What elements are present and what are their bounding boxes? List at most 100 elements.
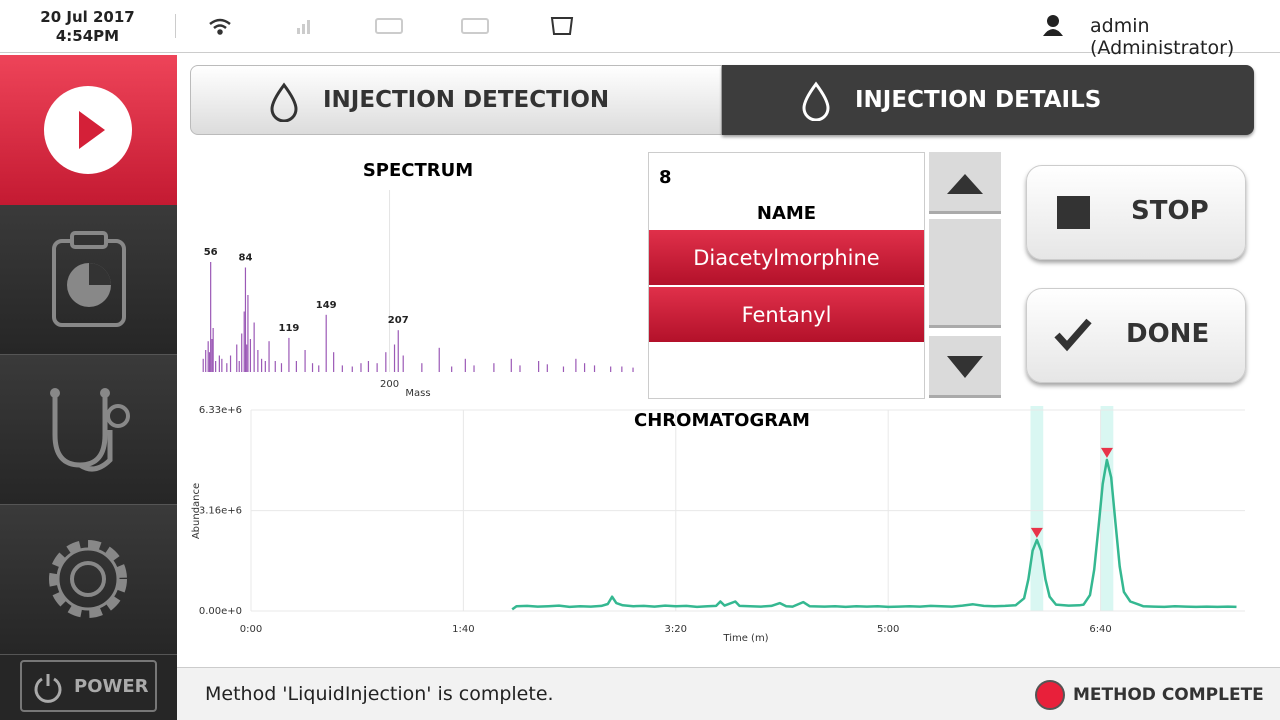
stop-icon xyxy=(1057,196,1090,229)
peak-label: 56 xyxy=(204,247,218,258)
spectrum-bar xyxy=(221,358,223,372)
spectrum-bar xyxy=(311,363,314,372)
signal-icon xyxy=(297,20,310,34)
date: 20 Jul 2017 xyxy=(40,8,135,26)
status-icons xyxy=(209,17,574,35)
peak-label: 119 xyxy=(278,323,299,334)
spectrum-bar xyxy=(593,365,596,372)
run-nav[interactable] xyxy=(0,55,177,205)
battery-icon xyxy=(375,18,403,34)
settings-nav[interactable] xyxy=(0,505,177,655)
tab-details[interactable]: INJECTION DETAILS xyxy=(722,65,1254,135)
spectrum-bar xyxy=(268,341,270,372)
spectrum-bar xyxy=(274,361,276,372)
check-icon xyxy=(1054,318,1092,352)
datetime: 20 Jul 2017 4:54PM xyxy=(30,8,145,46)
diagnostics-nav[interactable] xyxy=(0,355,177,505)
spectrum-bar xyxy=(249,339,252,372)
x-tick-label: 3:20 xyxy=(665,624,687,635)
power-button[interactable]: POWER xyxy=(20,660,157,712)
x-tick-label: 6:40 xyxy=(1089,624,1111,635)
drop-icon xyxy=(270,82,298,122)
spectrum-bar xyxy=(236,344,238,372)
done-label: DONE xyxy=(1126,319,1210,349)
spectrum-bar xyxy=(610,366,612,372)
spectrum-bar xyxy=(397,330,399,372)
spectrum-bar xyxy=(438,347,440,372)
spectrum-bar xyxy=(385,352,387,372)
spectrum-bar xyxy=(243,311,245,372)
table-row[interactable]: Diacetylmorphine xyxy=(649,230,924,285)
spectrum-bar xyxy=(229,355,232,372)
y-tick-label: 6.33e+6 xyxy=(199,405,242,416)
spectrum-bar xyxy=(493,363,495,372)
spectrum-bar xyxy=(421,363,423,372)
spectrum-bar xyxy=(333,352,335,372)
stop-label: STOP xyxy=(1131,196,1209,226)
y-tick-label: 0.00e+0 xyxy=(199,606,242,617)
stop-button[interactable]: STOP xyxy=(1026,165,1246,260)
spectrum-bar xyxy=(215,361,217,372)
scroll-up[interactable] xyxy=(929,152,1001,214)
chart-title: SPECTRUM xyxy=(363,160,473,181)
spectrum-bar xyxy=(210,262,212,372)
spectrum-bar xyxy=(207,341,209,372)
spectrum-bar xyxy=(546,364,548,372)
battery-icon xyxy=(461,18,489,34)
spectrum-bar xyxy=(246,344,248,372)
peak-marker xyxy=(1100,447,1113,458)
spectrum-bar xyxy=(318,365,320,372)
spectrum-bar xyxy=(241,333,243,372)
spectrum-bar xyxy=(538,361,540,372)
spectrum-bar xyxy=(583,363,586,372)
spectrum-bar xyxy=(519,365,521,372)
report-icon xyxy=(52,231,126,327)
spectrum-bar xyxy=(621,366,623,372)
user-name: admin (Administrator) xyxy=(1090,15,1235,59)
charts: SPECTRUM 200 Mass 56 84 119 149 207 0.00e+0 3.16e… xyxy=(191,160,1245,644)
table-row[interactable]: Fentanyl xyxy=(649,287,924,342)
spectrum-bar xyxy=(202,358,204,372)
spectrum-bar xyxy=(244,267,247,372)
spectrum-bar xyxy=(510,358,512,372)
x-tick-label: 1:40 xyxy=(452,624,474,635)
user-icon xyxy=(1043,15,1063,36)
spectrum-bar xyxy=(253,322,255,372)
play-icon xyxy=(44,86,132,174)
tab-label: INJECTION DETECTION xyxy=(323,87,610,113)
spectrum-bar xyxy=(295,361,297,372)
power-label: POWER xyxy=(74,675,149,697)
spectrum-bar xyxy=(257,350,259,372)
peak-marker xyxy=(1030,527,1043,538)
x-axis-label: Time (m) xyxy=(722,633,768,644)
peak-window xyxy=(1100,406,1114,611)
result-count: 8 xyxy=(659,167,672,188)
spectrum-bar xyxy=(288,337,290,372)
spectrum-bar xyxy=(451,366,453,372)
gear-icon xyxy=(49,540,127,618)
peak-label: 149 xyxy=(316,300,337,311)
scroll-track xyxy=(929,219,1001,328)
scroll-down[interactable] xyxy=(929,336,1001,398)
spectrum-bar xyxy=(260,358,263,372)
spectrum-bar xyxy=(464,358,466,372)
reports-nav[interactable] xyxy=(0,205,177,355)
spectrum-bar xyxy=(393,344,396,372)
spectrum-bar xyxy=(360,363,362,372)
spectrum-bar xyxy=(212,328,214,372)
spectrum-bar xyxy=(218,355,220,372)
storage-icon xyxy=(550,17,574,35)
spectrum-bar xyxy=(208,352,211,372)
spectrum-bar xyxy=(226,363,228,372)
stethoscope-icon xyxy=(50,388,130,472)
done-button[interactable]: DONE xyxy=(1026,288,1246,383)
divider xyxy=(175,14,176,38)
spectrum-bar xyxy=(402,355,404,372)
peak-label: 84 xyxy=(238,253,252,264)
spectrum-bar xyxy=(238,361,240,372)
tab-detection[interactable]: INJECTION DETECTION xyxy=(190,65,722,135)
tab-label: INJECTION DETAILS xyxy=(855,87,1102,113)
x-axis-label: Mass xyxy=(405,388,430,399)
chromatogram-line xyxy=(511,458,1237,611)
